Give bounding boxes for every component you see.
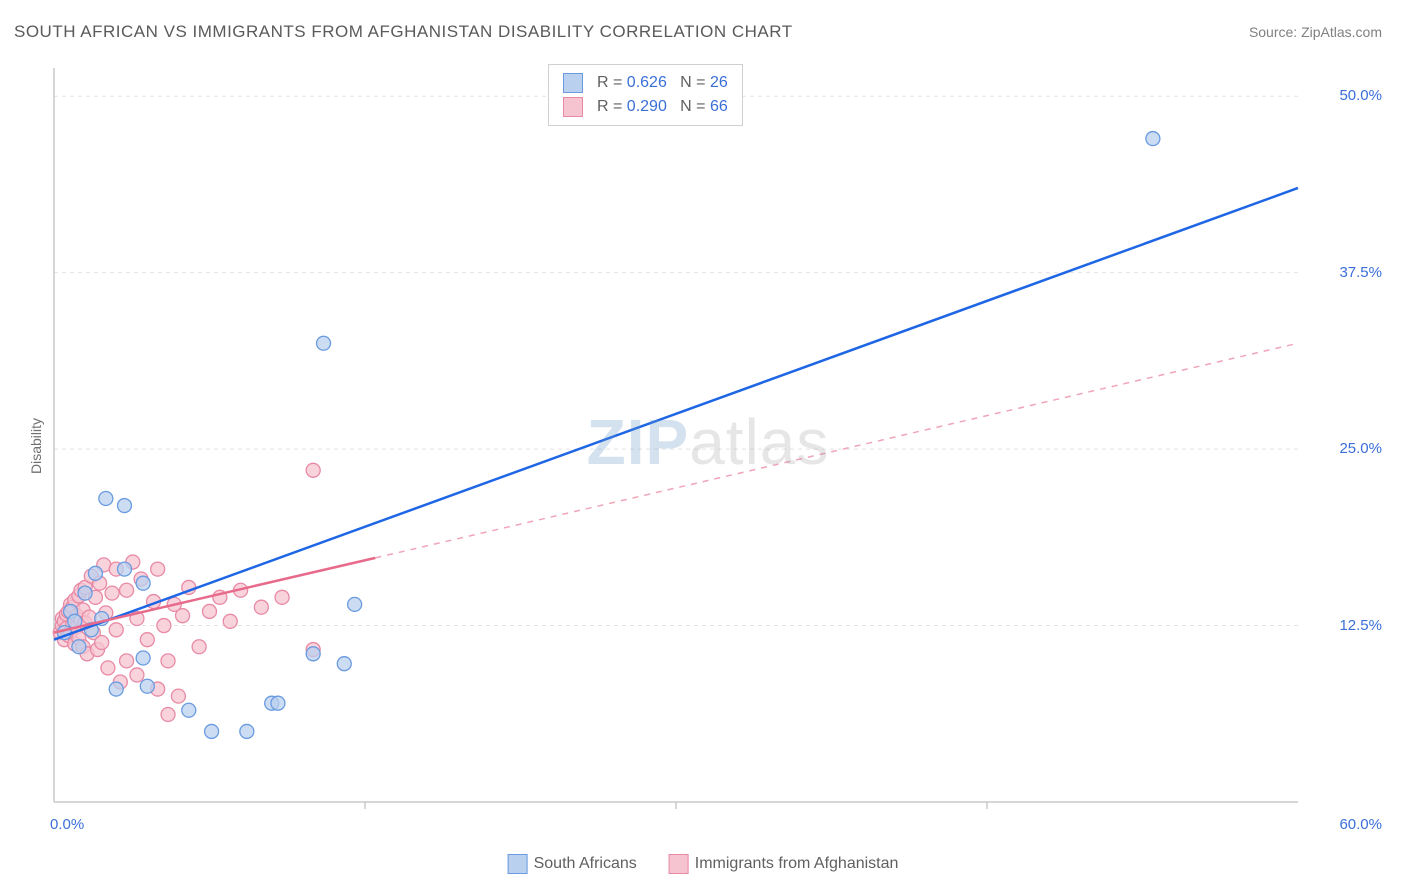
correlation-text: R = 0.290 N = 66 — [597, 98, 728, 116]
swatch-icon — [563, 73, 583, 93]
correlation-text: R = 0.626 N = 26 — [597, 74, 728, 92]
y-tick-label: 50.0% — [1339, 87, 1382, 104]
legend-item-south-africans: South Africans — [508, 854, 637, 874]
y-tick-label: 25.0% — [1339, 440, 1382, 457]
y-tick-label: 12.5% — [1339, 617, 1382, 634]
x-tick-label: 0.0% — [50, 816, 84, 833]
y-axis-label: Disability — [28, 418, 44, 474]
legend-item-immigrants-afghanistan: Immigrants from Afghanistan — [669, 854, 899, 874]
series-legend: South Africans Immigrants from Afghanist… — [508, 854, 899, 874]
correlation-legend-row: R = 0.290 N = 66 — [563, 95, 728, 119]
swatch-icon — [669, 854, 689, 874]
swatch-icon — [508, 854, 528, 874]
correlation-legend-row: R = 0.626 N = 26 — [563, 71, 728, 95]
x-tick-label: 60.0% — [1339, 816, 1382, 833]
source-prefix: Source: — [1249, 24, 1301, 40]
chart-svg — [48, 62, 1368, 822]
source-attribution: Source: ZipAtlas.com — [1249, 24, 1382, 40]
y-tick-label: 37.5% — [1339, 264, 1382, 281]
correlation-legend: R = 0.626 N = 26 R = 0.290 N = 66 — [548, 64, 743, 126]
source-name: ZipAtlas.com — [1301, 24, 1382, 40]
legend-label: Immigrants from Afghanistan — [695, 855, 899, 872]
swatch-icon — [563, 97, 583, 117]
legend-label: South Africans — [534, 855, 637, 872]
chart-plot-area: ZIPatlas R = 0.626 N = 26R = 0.290 N = 6… — [48, 62, 1368, 822]
chart-title: SOUTH AFRICAN VS IMMIGRANTS FROM AFGHANI… — [14, 22, 793, 42]
